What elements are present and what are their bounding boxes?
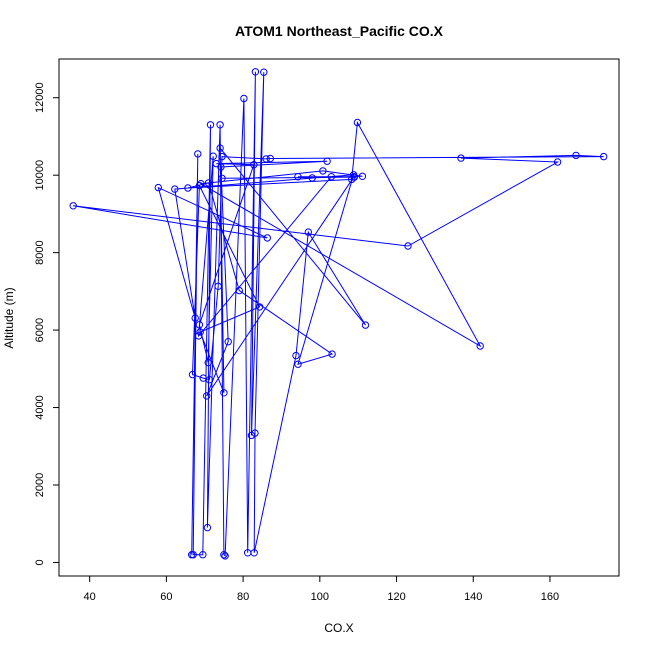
data-point	[203, 523, 212, 532]
x-tick-label: 60	[160, 591, 172, 603]
data-point	[224, 338, 232, 346]
data-point	[206, 121, 215, 129]
data-point	[262, 155, 270, 163]
data-point	[188, 370, 197, 379]
data-point	[189, 551, 197, 559]
x-tick-label: 40	[84, 591, 96, 603]
data-point	[197, 180, 205, 188]
series-line	[73, 71, 604, 558]
data-point	[266, 154, 274, 163]
data-point	[212, 159, 221, 168]
data-point	[216, 144, 224, 152]
data-point	[196, 328, 204, 336]
data-point	[328, 350, 336, 358]
data-point	[218, 174, 226, 183]
data-point	[350, 173, 358, 181]
data-point	[221, 552, 229, 560]
data-point	[404, 242, 412, 250]
data-point	[353, 118, 362, 127]
data-point	[205, 376, 214, 384]
data-point	[240, 94, 248, 103]
x-tick-label: 160	[541, 591, 559, 603]
data-point	[476, 342, 484, 350]
data-point	[304, 228, 312, 236]
data-point	[457, 154, 465, 162]
data-point	[216, 121, 224, 129]
y-tick-label: 4000	[34, 395, 46, 419]
data-point	[294, 360, 302, 368]
x-tick-label: 80	[237, 591, 249, 603]
data-point	[250, 161, 258, 169]
data-point	[214, 282, 222, 290]
y-tick-label: 12000	[34, 82, 46, 113]
data-point	[294, 173, 302, 181]
data-point	[203, 392, 211, 400]
y-axis-label: Altitude (m)	[2, 287, 16, 348]
data-point	[204, 358, 212, 367]
data-point	[358, 172, 367, 181]
data-point	[199, 551, 207, 559]
data-point	[255, 303, 264, 311]
data-point	[250, 549, 258, 557]
data-point	[361, 321, 370, 329]
data-point	[600, 152, 608, 161]
data-point	[194, 332, 203, 340]
data-point	[154, 183, 163, 192]
y-tick-label: 6000	[34, 318, 46, 342]
x-axis: 40 60 80 100 120 140 160	[84, 576, 559, 603]
y-axis: 0 2000 4000 6000 8000 10000 12000	[34, 82, 59, 566]
plot-frame	[58, 58, 620, 577]
y-tick-label: 0	[34, 559, 46, 565]
data-point	[251, 68, 260, 76]
data-point	[251, 429, 259, 437]
data-point	[171, 185, 179, 193]
data-point	[191, 314, 199, 322]
data-point	[292, 351, 300, 360]
x-tick-label: 140	[464, 591, 482, 603]
data-point	[553, 158, 562, 166]
data-point	[235, 286, 244, 295]
data-point	[69, 202, 77, 210]
data-point	[220, 551, 228, 559]
data-point	[184, 184, 192, 192]
y-tick-label: 8000	[34, 240, 46, 264]
y-tick-label: 10000	[34, 160, 46, 191]
data-point	[260, 68, 268, 76]
x-axis-label: CO.X	[324, 621, 353, 635]
data-point	[209, 152, 217, 160]
data-point	[323, 157, 331, 165]
data-point	[263, 234, 271, 242]
data-point	[319, 167, 327, 175]
data-point	[204, 179, 213, 187]
data-point	[308, 174, 316, 182]
chart-title: ATOM1 Northeast_Pacific CO.X	[235, 23, 444, 39]
data-point	[327, 173, 335, 181]
data-point	[220, 389, 228, 397]
data-point	[572, 151, 580, 160]
data-point	[218, 152, 226, 161]
data-point	[195, 321, 204, 329]
x-tick-label: 120	[387, 591, 405, 603]
data-point	[194, 150, 202, 158]
series-layer	[69, 68, 608, 560]
data-point	[195, 181, 204, 190]
y-tick-label: 2000	[34, 473, 46, 497]
x-tick-label: 100	[311, 591, 329, 603]
